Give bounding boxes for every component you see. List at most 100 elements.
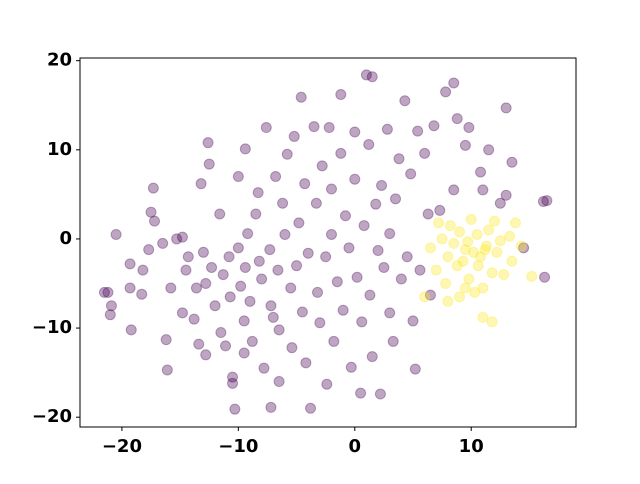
- point: [176, 307, 188, 319]
- point: [161, 364, 173, 376]
- point: [457, 255, 469, 267]
- point: [480, 240, 492, 252]
- point: [180, 264, 192, 276]
- point: [157, 237, 169, 249]
- point: [483, 144, 495, 156]
- point: [384, 307, 396, 319]
- point: [399, 95, 411, 107]
- point: [405, 168, 417, 180]
- point: [494, 235, 506, 247]
- point: [316, 160, 328, 172]
- point: [229, 403, 241, 415]
- y-tick-label: −10: [32, 317, 72, 338]
- point: [145, 206, 157, 218]
- point: [125, 324, 137, 336]
- x-tick-label: 10: [459, 436, 484, 457]
- x-tick-label: −10: [218, 436, 258, 457]
- point: [291, 260, 303, 272]
- point: [273, 376, 285, 388]
- plot-area: [79, 57, 577, 428]
- point: [374, 388, 386, 400]
- point: [424, 289, 436, 301]
- point: [477, 184, 489, 196]
- point: [272, 264, 284, 276]
- point: [308, 121, 320, 133]
- point: [448, 237, 460, 249]
- point: [515, 240, 527, 252]
- point: [448, 184, 460, 196]
- point: [463, 122, 475, 134]
- point: [258, 362, 270, 374]
- point: [200, 278, 212, 289]
- point: [238, 315, 250, 327]
- point: [235, 280, 247, 292]
- point: [223, 251, 235, 263]
- point: [193, 338, 205, 350]
- point: [471, 228, 483, 240]
- point: [436, 233, 448, 245]
- point: [98, 286, 110, 298]
- point: [265, 300, 277, 312]
- x-tick-label: 0: [349, 436, 362, 457]
- point: [176, 231, 188, 243]
- point: [459, 139, 471, 151]
- point: [486, 267, 498, 279]
- point: [260, 122, 272, 134]
- point: [105, 300, 117, 312]
- point: [256, 273, 268, 285]
- point: [343, 242, 355, 254]
- point: [401, 251, 413, 263]
- point: [390, 193, 402, 205]
- point: [195, 178, 207, 190]
- point: [428, 120, 440, 132]
- point: [335, 147, 347, 159]
- point: [498, 269, 510, 281]
- point: [358, 220, 370, 232]
- y-tick-label: −20: [32, 406, 72, 427]
- point: [242, 228, 254, 240]
- point: [253, 255, 265, 267]
- point: [479, 244, 491, 256]
- point: [366, 71, 378, 83]
- point: [526, 270, 538, 282]
- point: [395, 273, 407, 285]
- point: [239, 261, 251, 273]
- point: [302, 247, 314, 259]
- point: [267, 311, 279, 323]
- point: [349, 126, 361, 138]
- point: [355, 387, 367, 399]
- point: [477, 282, 489, 294]
- point: [224, 291, 236, 303]
- point: [506, 156, 518, 168]
- point: [451, 113, 463, 125]
- point: [345, 361, 357, 373]
- point: [504, 230, 516, 242]
- point: [104, 309, 116, 321]
- point: [310, 197, 322, 209]
- point: [475, 251, 487, 263]
- point: [372, 245, 384, 257]
- point: [537, 196, 549, 207]
- point: [160, 334, 172, 346]
- point: [434, 204, 446, 216]
- point: [337, 304, 349, 316]
- point: [197, 246, 209, 258]
- point: [477, 311, 489, 323]
- point: [246, 335, 258, 347]
- point: [518, 242, 530, 254]
- point: [147, 182, 159, 194]
- point: [351, 271, 363, 283]
- point: [277, 197, 289, 209]
- point: [220, 340, 232, 352]
- point: [209, 300, 221, 312]
- point: [232, 242, 244, 254]
- point: [124, 282, 136, 294]
- point: [539, 271, 551, 283]
- point: [430, 264, 442, 276]
- point: [252, 187, 264, 199]
- point: [182, 251, 194, 263]
- point: [328, 335, 340, 347]
- point: [239, 143, 251, 155]
- point: [378, 261, 390, 273]
